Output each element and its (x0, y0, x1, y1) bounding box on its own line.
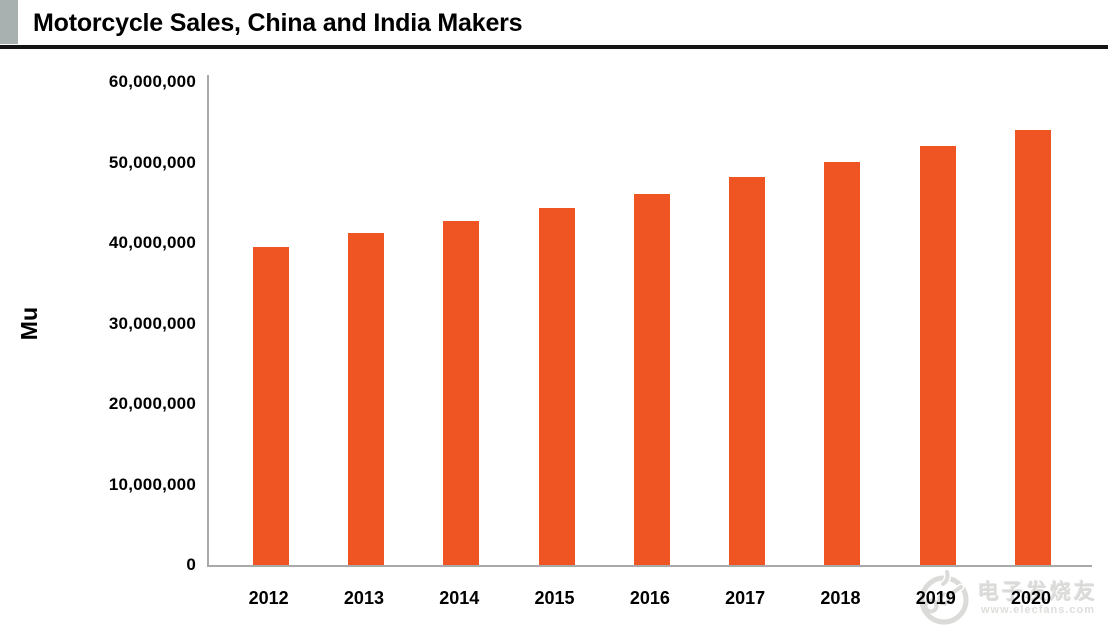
y-tick-label: 40,000,000 (108, 233, 196, 252)
x-tick-label: 2018 (820, 588, 861, 608)
y-tick-label: 50,000,000 (108, 152, 196, 172)
chart-title: Motorcycle Sales, China and India Makers (33, 9, 523, 37)
bar-slot (223, 247, 318, 565)
bar-slot (509, 208, 604, 565)
bar-slot (414, 221, 509, 565)
y-tick-label: 20,000,000 (108, 394, 196, 413)
x-tick-label: 2016 (629, 588, 670, 608)
chart-header: Motorcycle Sales, China and India Makers (0, 0, 1108, 49)
bar-2019 (919, 146, 956, 565)
x-tick-label: 2019 (915, 588, 956, 608)
bar-slot (604, 194, 699, 565)
bar-chart: Mu 0 10,000,000 20,000,000 30,000,000 40,000… (0, 49, 1108, 626)
bar-2013 (347, 233, 384, 565)
bar-slot (890, 146, 985, 565)
bar-2015 (538, 208, 575, 565)
x-tick-label: 2013 (343, 588, 384, 608)
plot-area (207, 75, 1092, 567)
bar-2012 (252, 247, 289, 565)
bars-container (209, 75, 1092, 565)
y-tick-label: 10,000,000 (108, 474, 196, 494)
bar-2014 (443, 221, 480, 565)
header-accent-square (0, 0, 18, 44)
y-axis-ticks: 0 10,000,000 20,000,000 30,000,000 40,000,00… (0, 72, 196, 574)
bar-slot (985, 130, 1080, 565)
x-tick-label: 2015 (534, 588, 575, 608)
x-tick-label: 2014 (439, 588, 480, 608)
y-tick-label: 30,000,000 (108, 313, 196, 333)
bar-2016 (633, 194, 670, 565)
bar-2018 (824, 162, 861, 565)
bar-2017 (729, 177, 766, 565)
bar-slot (795, 162, 890, 565)
bar-2020 (1015, 130, 1052, 565)
bar-slot (318, 233, 413, 565)
y-tick-label: 0 (186, 555, 196, 574)
x-tick-label: 2017 (725, 588, 766, 608)
x-tick-label: 2020 (1011, 588, 1052, 608)
x-tick-label: 2012 (248, 588, 289, 608)
y-tick-label: 60,000,000 (108, 72, 196, 91)
bar-slot (699, 177, 794, 565)
x-axis-labels: 2012 2013 2014 2015 2016 2017 2018 2019 2020 (207, 588, 1104, 609)
